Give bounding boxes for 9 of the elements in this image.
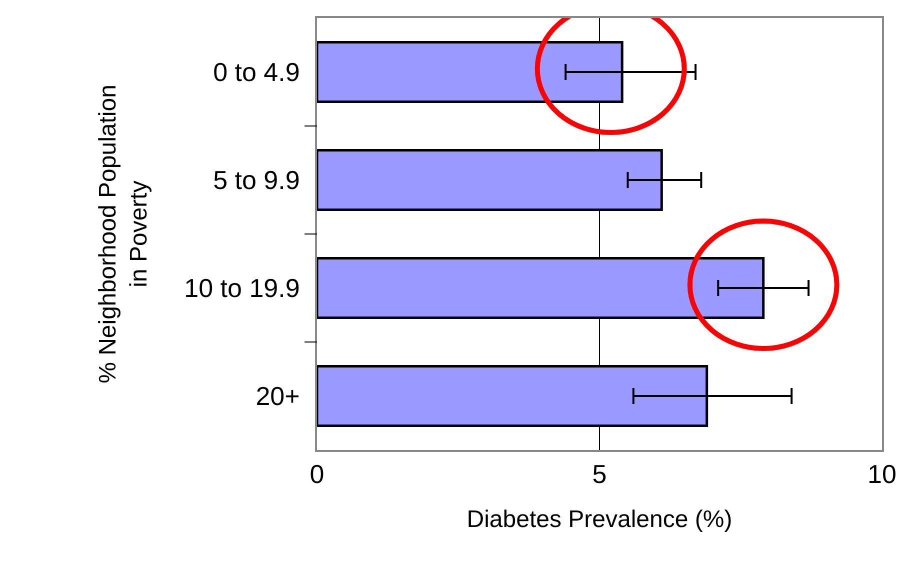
x-tick-label: 0 [310,459,324,490]
y-tick-label: 0 to 4.9 [213,57,300,88]
y-tick-label: 5 to 9.9 [213,165,300,196]
x-tick-label: 10 [868,459,896,490]
y-tick-label: 20+ [256,381,300,412]
x-axis-title: Diabetes Prevalence (%) [466,506,732,533]
x-tick-label: 5 [592,459,607,490]
y-axis-title: % Neighborhood Population in Poverty [94,84,153,384]
y-tick-label: 10 to 19.9 [184,273,300,304]
